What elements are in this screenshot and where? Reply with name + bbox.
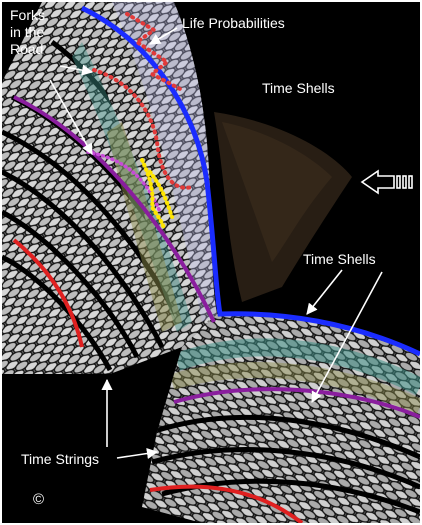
blue-shell-boundary <box>80 5 420 357</box>
copyright-mark: © <box>33 491 45 508</box>
annotation-pointers <box>49 27 383 460</box>
label-forks-in-the-road: Forks in the Road <box>10 7 45 57</box>
purple-shell-boundary-bottom <box>173 387 420 419</box>
ghost-shell <box>214 112 352 302</box>
label-time-shells-right: Time Shells <box>303 251 376 267</box>
label-time-strings: Time Strings <box>21 451 100 467</box>
purple-shell-boundary-left <box>13 95 216 323</box>
red-shell-boundary-left <box>12 238 84 348</box>
red-shell-boundary-bottom <box>149 484 304 523</box>
label-life-probabilities: Life Probabilities <box>182 15 285 31</box>
life-probability-dots <box>86 12 194 232</box>
arrow-left-icon <box>360 169 413 195</box>
label-time-shells-top: Time Shells <box>262 80 335 96</box>
